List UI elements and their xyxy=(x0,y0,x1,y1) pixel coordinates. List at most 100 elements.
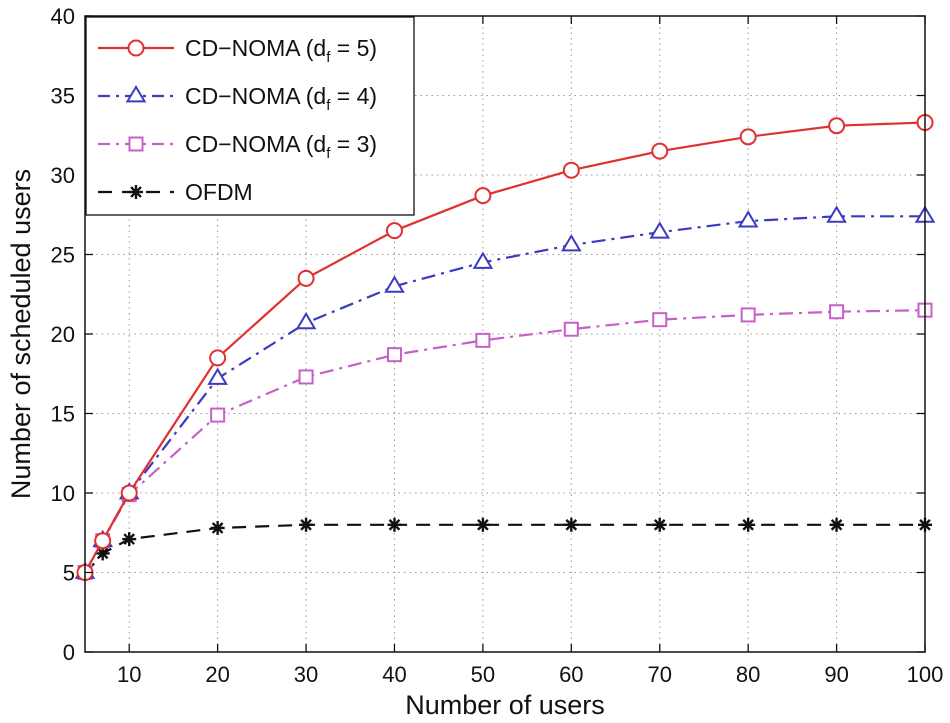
square-marker xyxy=(128,136,144,152)
star-stroke xyxy=(565,519,578,531)
legend-label: CD−NOMA (df = 4) xyxy=(185,83,377,114)
x-tick-label: 40 xyxy=(382,662,406,687)
legend-label-subscript: f xyxy=(326,97,331,114)
x-tick-label: 50 xyxy=(471,662,495,687)
legend-entry: CD−NOMA (df = 3) xyxy=(98,131,377,162)
square-marker xyxy=(829,304,845,320)
x-tick-label: 80 xyxy=(736,662,760,687)
y-tick-label: 0 xyxy=(63,640,75,665)
legend-label-suffix: = 4) xyxy=(330,83,377,109)
x-tick-label: 70 xyxy=(647,662,671,687)
triangle-marker xyxy=(737,210,759,228)
series-line xyxy=(84,215,925,574)
y-tick-label: 30 xyxy=(51,163,75,188)
series-line xyxy=(84,121,926,574)
star-stroke xyxy=(96,547,109,560)
star-stroke xyxy=(130,186,142,198)
square-marker xyxy=(740,307,756,323)
circle-marker xyxy=(651,142,669,160)
circle-marker xyxy=(828,117,846,135)
x-tick-label: 30 xyxy=(294,662,318,687)
axis-ticks: 10 20 30 40 50 60 70 80 90 100 0 5 10 15 20 25 30 35 40 xyxy=(51,4,944,687)
x-tick-label: 60 xyxy=(559,662,583,687)
y-tick-label: 20 xyxy=(51,322,75,347)
x-axis-title: Number of users xyxy=(405,690,605,720)
legend-label: CD−NOMA (df = 5) xyxy=(185,35,377,66)
legend-label-subscript: f xyxy=(326,49,331,66)
triangle-marker xyxy=(826,205,847,223)
star-stroke xyxy=(830,519,843,531)
star-marker xyxy=(741,517,756,532)
y-tick-label: 15 xyxy=(51,402,75,427)
legend-label-suffix: = 5) xyxy=(330,35,377,61)
circle-marker xyxy=(120,484,138,502)
circle-marker xyxy=(94,532,112,550)
star-stroke xyxy=(477,519,489,531)
series-square xyxy=(77,302,933,580)
legend-label-prefix: OFDM xyxy=(185,179,253,205)
triangle-marker xyxy=(561,234,582,252)
x-tick-label: 20 xyxy=(205,662,229,687)
circle-marker xyxy=(739,128,757,146)
star-marker xyxy=(829,517,844,532)
circle-marker xyxy=(385,222,403,240)
series-triangle xyxy=(74,205,936,579)
star-marker xyxy=(564,517,579,532)
triangle-marker xyxy=(384,275,405,293)
legend-label-prefix: CD−NOMA (d xyxy=(185,131,326,157)
star-stroke xyxy=(653,519,666,531)
square-marker xyxy=(563,321,579,337)
star-marker xyxy=(652,517,667,532)
legend-label: OFDM xyxy=(185,179,253,205)
x-tick-label: 100 xyxy=(907,662,944,687)
y-tick-label: 10 xyxy=(51,481,75,506)
y-tick-label: 25 xyxy=(51,243,75,268)
legend-label: CD−NOMA (df = 3) xyxy=(185,131,377,162)
triangle-marker xyxy=(207,367,228,385)
legend-label-prefix: CD−NOMA (d xyxy=(185,35,326,61)
star-stroke xyxy=(388,519,401,531)
square-marker xyxy=(475,332,491,348)
circle-marker xyxy=(297,269,315,287)
y-tick-label: 35 xyxy=(51,84,75,109)
star-marker xyxy=(299,517,314,532)
y-axis-title: Number of scheduled users xyxy=(6,169,36,499)
circle-marker xyxy=(127,39,145,57)
legend-entry: CD−NOMA (df = 4) xyxy=(98,83,377,114)
square-marker xyxy=(210,407,226,423)
legend-label-suffix: = 3) xyxy=(330,131,377,157)
y-tick-label: 40 xyxy=(51,4,75,29)
series-line xyxy=(84,309,926,574)
star-marker xyxy=(210,520,225,535)
square-marker xyxy=(298,369,314,385)
star-stroke xyxy=(742,519,754,531)
triangle-marker xyxy=(472,251,494,269)
circle-marker xyxy=(474,187,492,205)
x-tick-label: 10 xyxy=(117,662,141,687)
series-star xyxy=(78,517,932,582)
triangle-marker xyxy=(649,221,671,239)
series-line xyxy=(84,523,925,575)
legend-label-subscript: f xyxy=(326,145,331,162)
star-marker xyxy=(475,517,490,532)
triangle-marker xyxy=(295,311,317,330)
grid xyxy=(85,16,925,652)
star-stroke xyxy=(300,519,312,531)
legend-label-prefix: CD−NOMA (d xyxy=(185,83,326,109)
legend-entry: OFDM xyxy=(98,179,253,205)
star-marker xyxy=(129,185,143,199)
star-marker xyxy=(122,532,137,547)
y-tick-label: 5 xyxy=(63,561,75,586)
circle-marker xyxy=(209,349,227,367)
star-stroke xyxy=(123,533,136,545)
legend-entry: CD−NOMA (df = 5) xyxy=(98,35,377,66)
square-marker xyxy=(652,312,668,328)
x-tick-label: 90 xyxy=(824,662,848,687)
square-marker xyxy=(386,347,402,363)
circle-marker xyxy=(562,161,580,179)
star-marker xyxy=(387,517,402,532)
legend: CD−NOMA (df = 5)CD−NOMA (df = 4)CD−NOMA … xyxy=(85,16,415,216)
star-stroke xyxy=(211,522,224,534)
triangle-marker xyxy=(125,85,147,103)
